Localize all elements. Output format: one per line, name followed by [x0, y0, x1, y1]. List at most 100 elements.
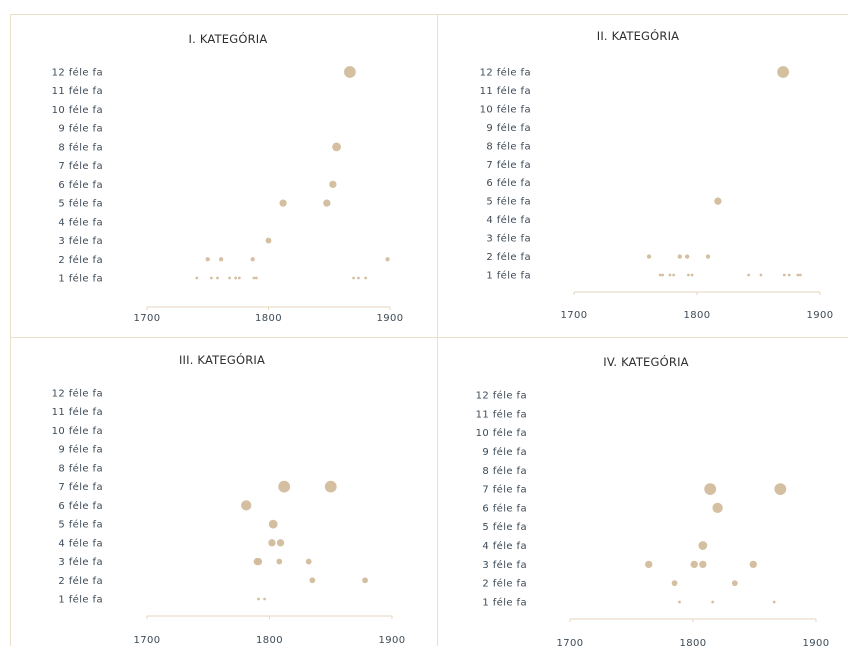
data-point [195, 276, 199, 280]
data-point [218, 257, 224, 262]
data-point [777, 66, 789, 78]
data-point [323, 199, 331, 207]
y-tick-label: 5 féle fa [58, 198, 103, 210]
y-tick-label: 12 féle fa [52, 388, 103, 400]
data-point [646, 254, 652, 259]
y-tick-label: 10 féle fa [480, 103, 531, 115]
y-tick-label: 4 féle fa [486, 214, 531, 226]
data-point [279, 199, 287, 207]
x-tick-label: 1800 [679, 638, 706, 646]
y-tick-label: 8 féle fa [482, 465, 527, 477]
y-tick-label: 1 féle fa [58, 273, 103, 285]
data-point [205, 257, 210, 262]
data-point [798, 273, 802, 277]
data-point [276, 558, 283, 565]
data-point [364, 276, 368, 280]
data-point [774, 483, 787, 495]
x-tick-label: 1700 [560, 310, 587, 321]
y-tick-label: 2 féle fa [482, 578, 527, 590]
y-tick-label: 10 féle fa [52, 104, 103, 116]
x-tick-label: 1700 [556, 638, 583, 646]
data-point [705, 254, 711, 259]
chart-title: III. KATEGÓRIA [179, 352, 265, 367]
panel-divider-vertical [437, 14, 438, 646]
data-point [668, 273, 672, 277]
data-point [672, 273, 676, 277]
data-point [698, 541, 708, 550]
y-tick-label: 5 féle fa [482, 521, 527, 533]
y-tick-label: 3 féle fa [486, 233, 531, 245]
y-tick-label: 3 féle fa [482, 559, 527, 571]
data-point [276, 539, 285, 547]
data-point [690, 273, 694, 277]
chart-category-4: IV. KATEGÓRIA 1 féle fa 2 féle fa 3 féle fa… [476, 354, 829, 646]
y-tick-label: 12 féle fa [476, 390, 527, 402]
data-point [357, 276, 360, 280]
data-point [352, 276, 355, 280]
data-point [661, 273, 664, 277]
y-tick-label: 5 féle fa [58, 519, 103, 531]
data-point [645, 560, 653, 569]
data-point [685, 254, 690, 259]
x-tick-label: 1800 [683, 310, 710, 321]
y-tick-label: 10 féle fa [476, 427, 527, 439]
y-tick-label: 12 féle fa [480, 67, 531, 79]
data-point [241, 500, 252, 511]
data-point [759, 273, 763, 277]
data-point [796, 273, 800, 277]
data-point [254, 276, 258, 280]
y-tick-label: 8 féle fa [58, 462, 103, 474]
data-point [704, 483, 717, 495]
data-point [228, 276, 232, 280]
y-tick-label: 9 féle fa [486, 122, 531, 134]
data-point [731, 580, 738, 587]
data-point [263, 597, 266, 601]
data-point [782, 273, 786, 277]
data-point [332, 142, 341, 152]
y-tick-label: 3 féle fa [58, 556, 103, 568]
data-point [344, 66, 356, 78]
data-point [209, 276, 213, 280]
chart-title: II. KATEGÓRIA [597, 28, 680, 43]
x-tick-label: 1700 [133, 313, 160, 324]
y-tick-label: 10 féle fa [52, 425, 103, 437]
y-tick-label: 6 féle fa [58, 500, 103, 512]
data-point [714, 197, 722, 205]
data-point [385, 257, 390, 262]
x-tick-label: 1800 [256, 635, 283, 646]
y-tick-label: 11 féle fa [52, 406, 103, 418]
y-tick-label: 4 féle fa [58, 537, 103, 549]
y-tick-label: 8 féle fa [486, 140, 531, 152]
y-tick-label: 7 féle fa [58, 160, 103, 172]
x-tick-label: 1700 [133, 635, 160, 646]
y-tick-label: 11 féle fa [476, 408, 527, 420]
data-point [690, 560, 698, 569]
data-point [254, 557, 263, 566]
y-tick-label: 4 féle fa [482, 540, 527, 552]
data-point [257, 597, 260, 601]
y-tick-label: 7 féle fa [486, 159, 531, 171]
data-point [658, 273, 662, 277]
y-tick-label: 2 féle fa [58, 575, 103, 587]
data-point [268, 539, 276, 547]
data-point [677, 254, 682, 259]
x-tick-label: 1800 [255, 313, 282, 324]
y-tick-label: 1 féle fa [482, 597, 527, 609]
data-point [772, 600, 776, 604]
chart-title: IV. KATEGÓRIA [603, 354, 689, 369]
data-point [678, 600, 681, 604]
data-point [749, 560, 757, 569]
chart-title: I. KATEGÓRIA [189, 31, 268, 46]
data-point [362, 577, 368, 584]
y-tick-label: 2 féle fa [486, 251, 531, 263]
y-tick-label: 7 féle fa [482, 484, 527, 496]
data-point [711, 600, 715, 604]
y-tick-label: 4 féle fa [58, 216, 103, 228]
y-tick-label: 3 féle fa [58, 235, 103, 247]
data-point [305, 558, 312, 565]
x-tick-label: 1900 [378, 635, 405, 646]
data-point [216, 276, 219, 280]
y-tick-label: 1 féle fa [486, 270, 531, 282]
panel-border-top [10, 14, 848, 15]
y-tick-label: 11 féle fa [52, 85, 103, 97]
